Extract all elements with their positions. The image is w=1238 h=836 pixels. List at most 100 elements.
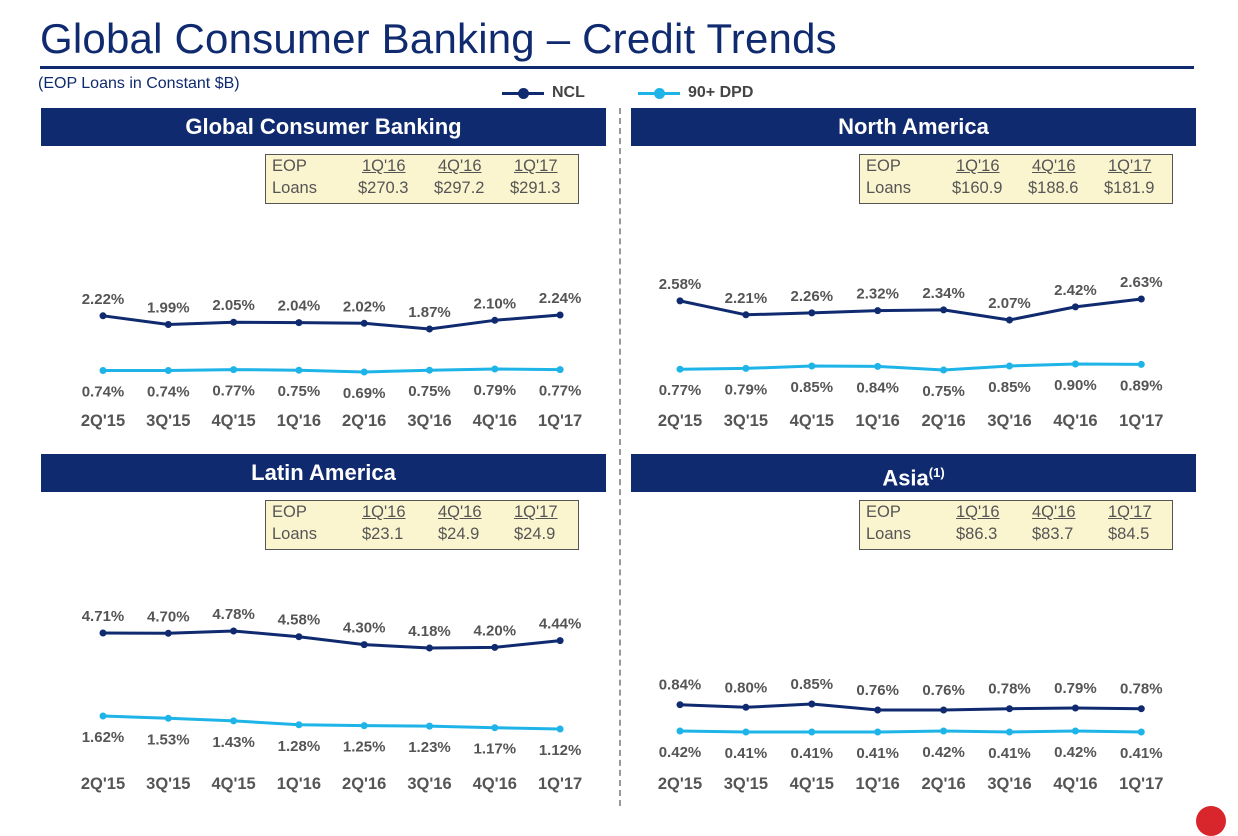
panel-asia: Asia(1) EOP Loans 1Q'16 4Q'16 1Q'17 $86.… [631,454,1196,794]
dpd-point [99,367,107,374]
dpd-legend-label: 90+ DPD [688,84,754,101]
ncl-point [940,706,948,714]
loans-label: Loans [272,525,317,543]
ncl-point [1006,316,1013,324]
ncl-point [676,701,684,709]
dpd-data-label: 0.42% [922,744,965,761]
dpd-point [426,722,433,730]
dpd-data-label: 0.84% [856,379,899,396]
eop-period-1: 1Q'16 [362,157,406,175]
ncl-data-label: 0.76% [856,682,899,699]
dpd-point [360,722,368,730]
dpd-data-label: 0.41% [791,745,834,762]
eop-period-1: 1Q'16 [956,503,1000,521]
x-tick-label: 1Q'17 [1119,412,1163,430]
dpd-point [1006,362,1013,370]
legend-dpd: 90+ DPD [638,84,798,104]
eop-period-2: 4Q'16 [438,503,482,521]
ncl-point [426,644,433,652]
dpd-point [1137,360,1145,368]
ncl-data-label: 2.34% [922,285,965,302]
ncl-legend-label: NCL [552,84,585,101]
ncl-point [164,629,172,637]
eop-period-3: 1Q'17 [514,157,558,175]
dpd-data-label: 1.43% [212,734,255,751]
ncl-data-label: 4.71% [82,608,125,625]
dpd-point [230,717,238,725]
dpd-data-label: 0.79% [725,381,768,398]
ncl-legend-marker [518,88,529,99]
eop-period-1: 1Q'16 [956,157,1000,175]
eop-loans-box: EOP Loans 1Q'16 4Q'16 1Q'17 $160.9 $188.… [859,154,1173,204]
dpd-data-label: 1.12% [539,742,582,759]
legend-ncl: NCL [502,84,622,104]
eop-value-3: $181.9 [1104,179,1155,197]
dpd-point [99,712,107,720]
credit-trend-chart-latin-america: 4.71% 4.70% 4.78% 4.58% 4.30% 4.18% 4.20% 4.44%… [81,606,582,793]
eop-label: EOP [272,503,307,521]
loans-label: Loans [866,525,911,543]
ncl-data-label: 4.30% [343,620,386,637]
x-tick-label: 3Q'15 [146,775,190,793]
ncl-point [874,307,882,315]
dpd-data-label: 0.74% [82,384,125,401]
x-tick-label: 1Q'16 [856,775,900,793]
x-tick-label: 2Q'15 [658,775,702,793]
eop-label: EOP [866,503,901,521]
ncl-data-label: 2.63% [1120,274,1163,291]
x-tick-label: 2Q'16 [342,775,386,793]
dpd-series-line [102,714,561,731]
ncl-data-label: 2.32% [856,286,899,303]
dpd-data-label: 0.75% [278,383,321,400]
ncl-data-label: 2.04% [278,298,321,315]
ncl-data-label: 4.44% [539,616,582,633]
dpd-data-label: 1.25% [343,739,386,756]
ncl-series-line [679,297,1142,322]
dpd-point [295,366,303,374]
ncl-point [164,321,172,328]
panel-title: Latin America [41,454,606,492]
eop-label: EOP [272,157,307,175]
x-tick-label: 1Q'16 [856,412,900,430]
dpd-point [874,728,882,736]
panel-latin-america: Latin America EOP Loans 1Q'16 4Q'16 1Q'1… [41,454,606,794]
ncl-point [1137,705,1145,713]
dpd-data-label: 0.75% [408,383,451,400]
ncl-point [940,306,948,314]
eop-period-2: 4Q'16 [1032,157,1076,175]
ncl-point [360,319,368,327]
eop-period-3: 1Q'17 [1108,503,1152,521]
loans-label: Loans [866,179,911,197]
eop-value-2: $24.9 [438,525,480,543]
ncl-data-label: 1.87% [408,304,451,321]
dpd-point [874,362,882,370]
dpd-data-label: 1.23% [408,739,451,756]
ncl-point [491,643,499,651]
ncl-data-label: 4.18% [408,623,451,640]
title-rule [40,66,1194,69]
dpd-data-label: 0.69% [343,385,386,402]
ncl-point [99,629,107,637]
footnote-marker: (1) [928,465,945,480]
ncl-data-label: 4.20% [474,622,517,639]
ncl-point [742,311,750,319]
ncl-point [295,319,303,327]
dpd-data-label: 0.41% [988,745,1031,762]
ncl-point [1137,295,1145,303]
ncl-data-label: 1.99% [147,300,190,317]
x-tick-label: 2Q'16 [921,412,965,430]
dpd-point [742,728,750,736]
x-tick-label: 1Q'17 [1119,775,1163,793]
dpd-data-label: 0.79% [474,382,517,399]
eop-value-1: $86.3 [956,525,998,543]
dpd-point [808,728,816,736]
x-tick-label: 3Q'16 [987,775,1031,793]
ncl-data-label: 4.58% [278,612,321,629]
ncl-data-label: 0.76% [922,682,965,699]
dpd-data-label: 1.62% [82,729,125,746]
dpd-point [1137,728,1145,736]
eop-value-2: $83.7 [1032,525,1074,543]
dpd-point [1071,360,1079,368]
eop-period-3: 1Q'17 [514,503,558,521]
ncl-point [230,318,238,326]
